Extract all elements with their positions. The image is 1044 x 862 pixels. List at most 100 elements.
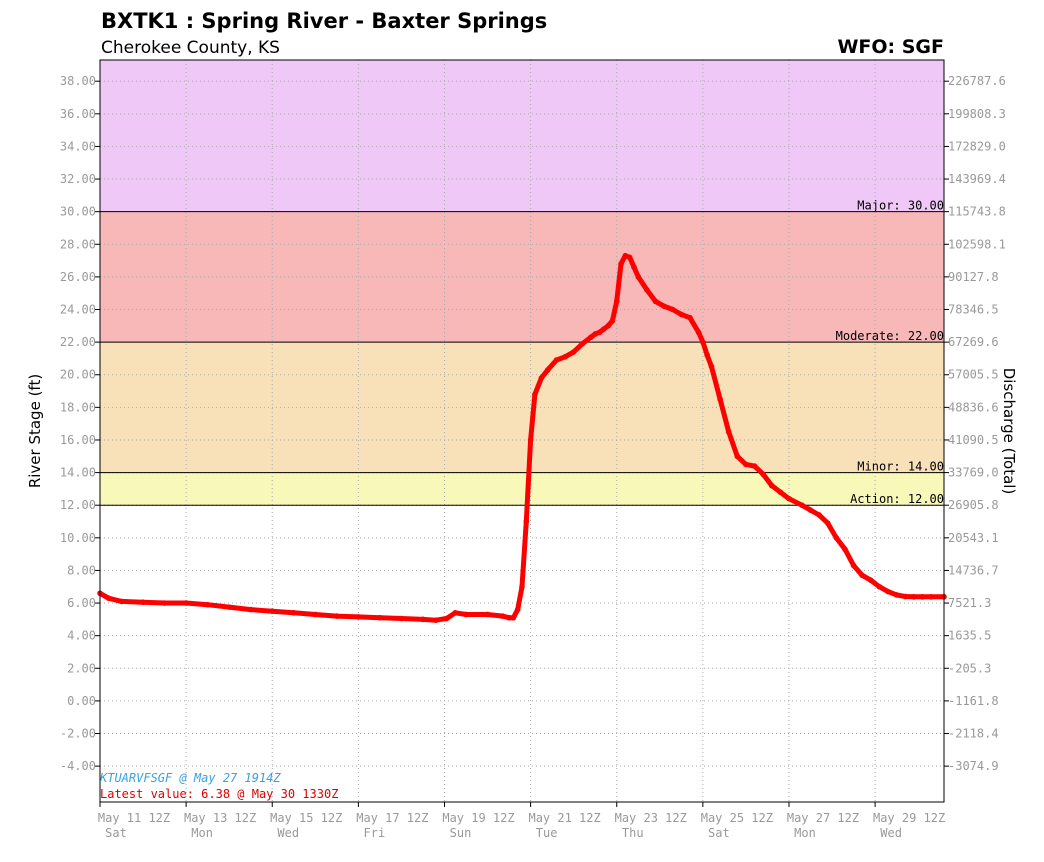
- stage-point: [708, 363, 715, 370]
- x-tick-day: Tue: [536, 826, 558, 840]
- chart-title: BXTK1 : Spring River - Baxter Springs: [101, 9, 548, 33]
- x-tick-day: Mon: [794, 826, 816, 840]
- y2-axis-ticks: 226787.6 199808.3 172829.0 143969.4 115743.8…: [944, 74, 1006, 773]
- stage-point: [226, 604, 232, 610]
- y-tick-label: 10.00: [60, 531, 96, 545]
- stage-point: [532, 391, 538, 398]
- y2-tick-label: 1635.5: [948, 629, 991, 643]
- stage-point: [842, 546, 848, 553]
- x-tick-day: Mon: [191, 826, 213, 840]
- y2-tick-label: -1161.8: [948, 694, 999, 708]
- x-tick-day: Fri: [364, 826, 386, 840]
- y-tick-label: 16.00: [60, 433, 96, 447]
- y2-tick-label: 78346.5: [948, 303, 999, 317]
- stage-point: [760, 471, 766, 478]
- y-tick-label: 18.00: [60, 400, 96, 414]
- x-tick-label: May 27 12Z: [787, 811, 859, 825]
- stage-point: [118, 598, 125, 605]
- x-tick-label: May 15 12Z: [270, 811, 342, 825]
- stage-point: [768, 482, 775, 489]
- stage-point: [463, 611, 469, 618]
- stage-point: [678, 311, 685, 318]
- flood-bands: [100, 60, 944, 506]
- x-tick-day: Sun: [450, 826, 472, 840]
- y2-axis-label: Discharge (Total): [1000, 368, 1018, 495]
- stage-point: [669, 306, 676, 313]
- y-tick-label: 0.00: [67, 694, 96, 708]
- stage-point: [355, 614, 362, 620]
- x-tick-label: May 23 12Z: [615, 811, 687, 825]
- stage-point: [605, 323, 611, 329]
- stage-point: [618, 261, 624, 267]
- y2-tick-label: 199808.3: [948, 107, 1006, 121]
- stage-point: [596, 329, 603, 336]
- y-tick-label: 8.00: [67, 563, 96, 577]
- stage-point: [613, 298, 620, 305]
- band-minor: [100, 342, 944, 473]
- stage-point: [588, 334, 594, 341]
- y2-tick-label: 14736.7: [948, 563, 999, 577]
- stage-point: [867, 577, 874, 584]
- y2-tick-label: -205.3: [948, 661, 991, 675]
- y-tick-label: -4.00: [60, 759, 96, 773]
- stage-point: [420, 616, 426, 623]
- y-tick-label: 30.00: [60, 205, 96, 219]
- stage-point: [824, 520, 831, 526]
- stage-point: [786, 495, 792, 502]
- y-tick-label: 34.00: [60, 139, 96, 153]
- chart-subtitle: Cherokee County, KS: [101, 38, 280, 58]
- stage-point: [562, 354, 568, 360]
- stage-point: [514, 606, 521, 613]
- stage-point: [859, 572, 865, 579]
- stage-point: [510, 614, 517, 621]
- stage-point: [204, 601, 211, 608]
- stage-point: [704, 352, 710, 358]
- threshold-label: Major: 30.00: [857, 199, 944, 213]
- y-tick-label: 12.00: [60, 498, 96, 512]
- y-tick-label: 22.00: [60, 335, 96, 349]
- stage-point: [527, 437, 534, 443]
- x-tick-day: Sat: [708, 826, 730, 840]
- threshold-label: Minor: 14.00: [857, 460, 944, 474]
- x-tick-day: Thu: [622, 826, 644, 840]
- y2-tick-label: 33769.0: [948, 466, 999, 480]
- y2-tick-label: 20543.1: [948, 531, 999, 545]
- threshold-label: Action: 12.00: [850, 492, 944, 506]
- y-tick-label: 38.00: [60, 74, 96, 88]
- latest-value-note: Latest value: 6.38 @ May 30 1330Z: [100, 787, 338, 801]
- stage-point: [928, 594, 934, 600]
- stage-point: [592, 331, 599, 337]
- grid-lines: [99, 60, 944, 802]
- stage-point: [506, 614, 512, 621]
- threshold-lines: Major: 30.00 Moderate: 22.00 Minor: 14.00 A…: [100, 199, 944, 506]
- stage-point: [807, 507, 814, 513]
- x-tick-label: May 17 12Z: [356, 811, 428, 825]
- stage-point: [433, 617, 439, 623]
- y-tick-label: 28.00: [60, 237, 96, 251]
- y2-tick-label: 90127.8: [948, 270, 999, 284]
- stage-point: [519, 583, 525, 590]
- stage-point: [523, 518, 530, 525]
- stage-point: [777, 489, 784, 495]
- stage-point: [484, 611, 491, 618]
- y2-tick-label: 26905.8: [948, 498, 999, 512]
- y-tick-label: -2.00: [60, 727, 96, 741]
- y-tick-label: 36.00: [60, 107, 96, 121]
- stage-point: [579, 340, 586, 347]
- stage-point: [161, 600, 168, 606]
- y2-tick-label: 57005.5: [948, 368, 999, 382]
- y2-tick-label: 226787.6: [948, 74, 1006, 88]
- stage-point: [725, 429, 732, 435]
- stage-point: [644, 287, 650, 293]
- stage-point: [833, 535, 840, 541]
- x-tick-day: Sat: [105, 826, 127, 840]
- threshold-label: Moderate: 22.00: [836, 329, 944, 343]
- plot-frame: [99, 59, 945, 803]
- y-tick-label: 2.00: [67, 661, 96, 675]
- x-tick-label: May 25 12Z: [701, 811, 773, 825]
- stage-point: [893, 592, 900, 598]
- band-action: [100, 472, 944, 506]
- x-tick-label: May 19 12Z: [442, 811, 514, 825]
- stage-point: [545, 367, 551, 373]
